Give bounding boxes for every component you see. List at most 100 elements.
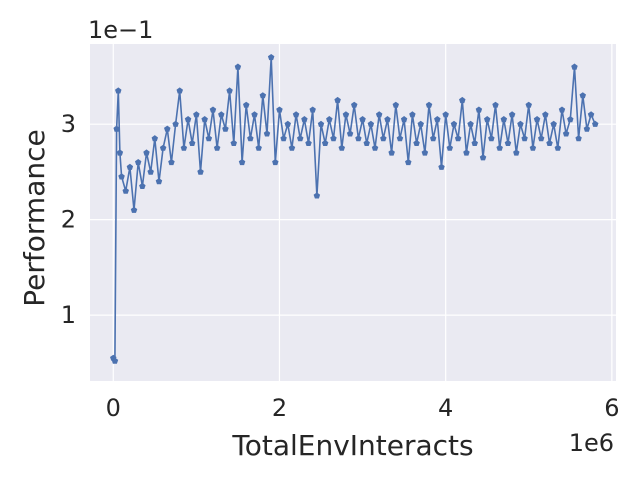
data-point [292,111,300,118]
data-point [284,120,291,127]
data-point [355,135,362,142]
data-point [542,111,549,118]
data-point [342,111,350,118]
data-point [504,139,512,146]
data-point [592,120,599,127]
data-point [471,139,478,146]
data-point [139,182,146,189]
data-point [151,135,158,142]
data-point [255,144,262,151]
data-point [226,87,233,94]
data-point [409,111,416,118]
data-point [417,120,424,127]
data-point [126,163,134,170]
y-offset-label: 1e−1 [88,16,153,44]
data-point [247,135,254,142]
series-line [112,56,596,362]
data-point [238,159,246,166]
data-point [517,120,524,127]
data-point [346,130,354,137]
data-point [467,120,474,127]
data-point [263,130,271,137]
data-point [525,101,532,108]
data-point [218,111,225,118]
data-point [492,101,499,108]
data-point [513,149,520,156]
data-point [500,116,508,123]
data-point [164,125,171,132]
data-point [538,135,545,142]
data-point [550,120,557,127]
y-tick-label: 3 [61,110,76,138]
data-point [442,111,449,118]
data-point [338,144,345,151]
data-point [529,144,537,151]
data-point [363,139,370,146]
data-point [135,159,142,166]
data-point [558,106,566,113]
data-point [180,144,188,151]
data-point [334,96,341,104]
data-point [562,130,570,137]
y-tick-label: 1 [61,301,76,329]
data-point [317,120,325,127]
data-point [484,116,491,123]
data-point [116,149,124,156]
data-point [168,159,175,166]
data-point [330,135,337,142]
data-point [280,135,287,142]
data-point [446,144,453,151]
series-markers [110,54,599,364]
data-point [122,187,129,194]
data-point [159,144,167,151]
data-point [305,139,312,146]
data-point [454,135,462,142]
data-point [554,144,562,151]
data-point [301,116,308,123]
data-point [434,116,441,123]
x-tick-label: 2 [272,394,287,422]
data-point [309,106,316,113]
data-point [571,63,578,70]
data-point [421,149,429,156]
data-point [326,116,333,123]
data-point [115,87,122,94]
data-point [288,144,296,151]
data-point [189,139,196,146]
x-axis-label: TotalEnvInteracts [231,429,473,462]
data-point [479,154,487,161]
data-point [496,144,503,151]
data-point [193,111,200,118]
data-point [230,139,237,146]
data-point [205,135,213,142]
x-tick-label: 6 [604,394,619,422]
data-point [147,168,154,175]
y-tick-label: 2 [61,206,76,234]
data-point [276,106,283,113]
data-point [400,116,408,123]
data-point [380,135,387,142]
data-point [130,206,138,213]
data-point [430,135,437,142]
data-point [111,357,119,364]
data-point [587,111,595,118]
data-point [297,135,304,142]
data-point [533,116,541,123]
data-point [367,120,375,127]
data-point [213,144,221,151]
data-point [259,92,267,99]
data-point [459,96,466,104]
data-point [384,116,391,123]
data-point [359,116,366,123]
data-point [396,135,404,142]
data-point [405,159,412,166]
x-offset-label: 1e6 [569,429,614,457]
data-point [583,125,591,132]
data-point [392,101,399,108]
data-point [475,106,483,113]
data-point [579,92,586,99]
data-point [272,159,279,166]
data-point [118,173,125,180]
data-point [234,63,242,70]
